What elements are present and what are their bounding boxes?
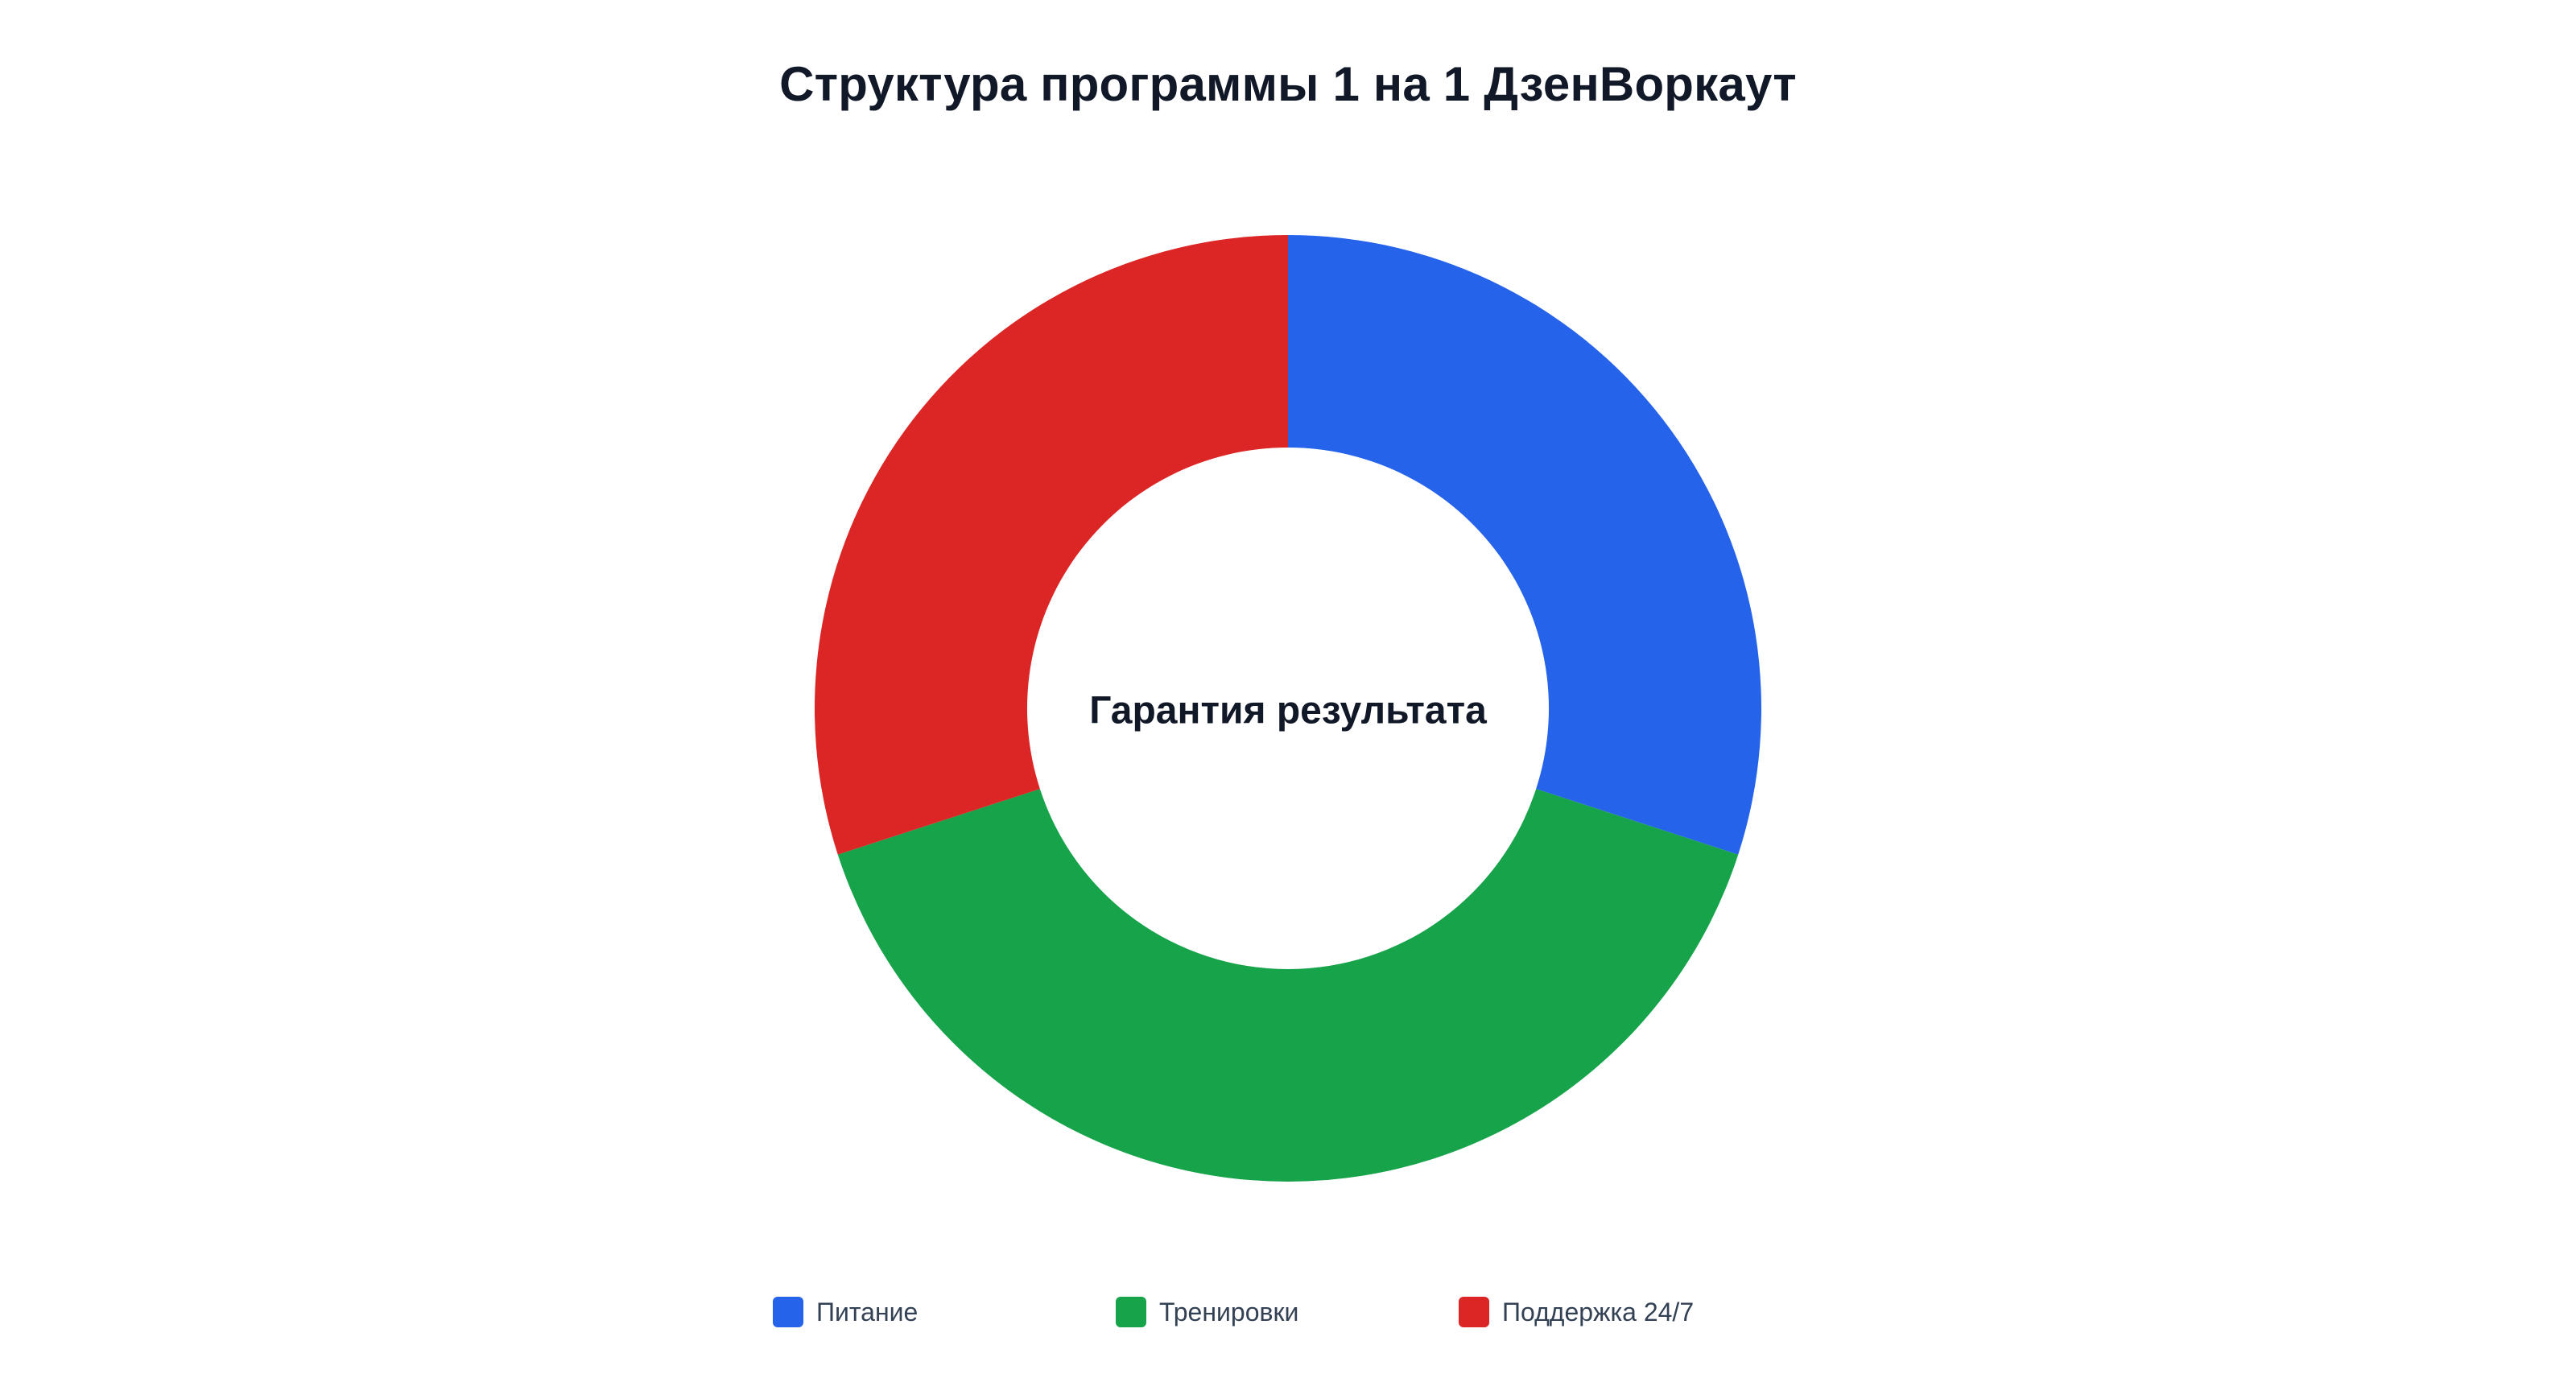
legend-swatch-0	[773, 1297, 803, 1327]
legend-item-1[interactable]: Тренировки	[1116, 1288, 1298, 1336]
chart-title: Структура программы 1 на 1 ДзенВоркаут	[779, 57, 1797, 111]
legend-label-2: Поддержка 24/7	[1502, 1297, 1695, 1327]
legend-label-1: Тренировки	[1159, 1297, 1299, 1327]
donut-slice-0[interactable]	[1288, 235, 1761, 855]
legend-swatch-1	[1116, 1297, 1146, 1327]
center-label: Гарантия результата	[1089, 690, 1487, 732]
legend-item-0[interactable]: Питание	[773, 1288, 918, 1336]
legend-label-0: Питание	[816, 1297, 919, 1327]
donut-slices	[815, 235, 1761, 1182]
legend-swatch-2	[1459, 1297, 1489, 1327]
donut-slice-2[interactable]	[815, 235, 1288, 855]
legend-item-2[interactable]: Поддержка 24/7	[1459, 1288, 1694, 1336]
donut-slice-1[interactable]	[837, 789, 1739, 1182]
